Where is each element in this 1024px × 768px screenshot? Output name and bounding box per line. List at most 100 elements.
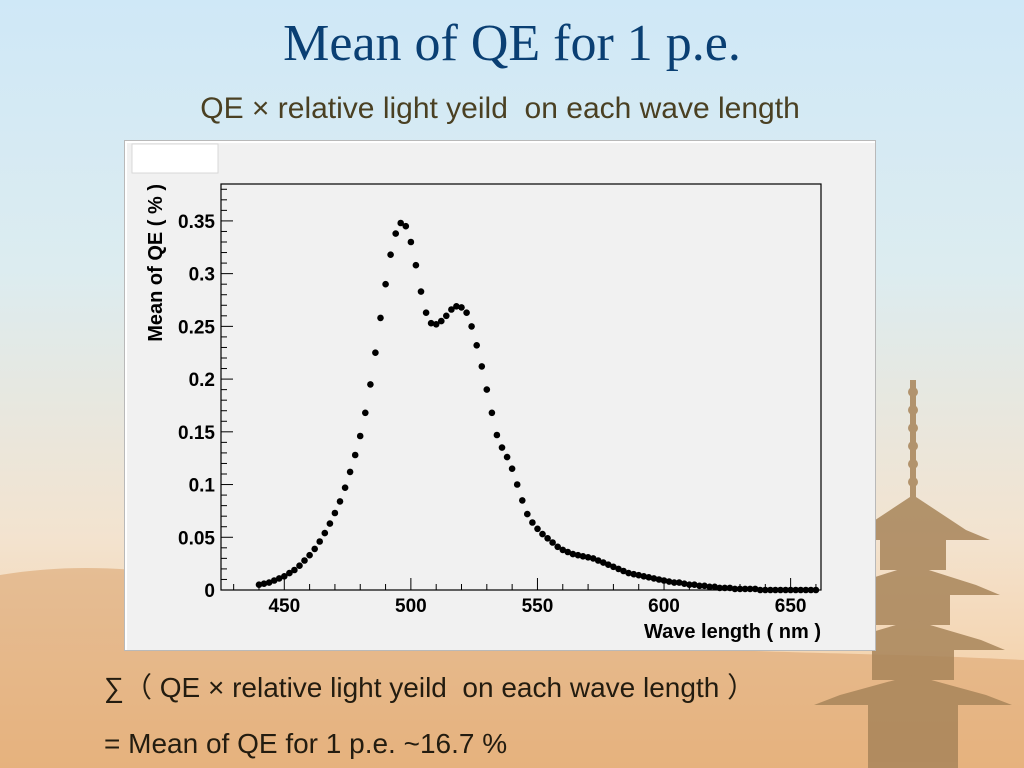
data-point [701, 582, 708, 590]
data-point [397, 219, 405, 227]
data-point [529, 519, 536, 526]
data-point [751, 585, 759, 593]
y-tick-label: 0 [204, 581, 215, 602]
slide-title: Mean of QE for 1 p.e. [283, 15, 741, 72]
data-point [306, 551, 313, 559]
data-point [341, 484, 349, 492]
data-point [356, 432, 364, 440]
data-point [432, 321, 440, 328]
data-point [782, 586, 789, 594]
data-point [736, 585, 744, 593]
data-point [665, 578, 673, 585]
data-point [275, 575, 283, 582]
data-point [544, 535, 551, 542]
y-tick-label: 0.15 [178, 423, 215, 444]
data-point [569, 550, 577, 558]
data-point [392, 230, 400, 237]
data-point [746, 585, 754, 593]
data-point [767, 586, 774, 594]
data-point [513, 481, 521, 488]
data-point [802, 586, 810, 594]
data-point [625, 569, 632, 577]
data-point [797, 586, 804, 594]
result-statement: = Mean of QE for 1 p.e. ~16.7 % [104, 728, 508, 759]
data-point [488, 409, 496, 417]
data-point [458, 304, 465, 311]
data-point [255, 581, 263, 588]
data-point [741, 585, 749, 593]
data-point [777, 586, 784, 594]
x-tick-label: 500 [395, 596, 427, 617]
data-point [417, 288, 425, 295]
data-point [270, 577, 278, 584]
x-tick-label: 600 [648, 596, 680, 617]
data-point [594, 557, 602, 564]
data-point [301, 557, 308, 564]
data-point [438, 317, 445, 325]
y-tick-label: 0.2 [189, 370, 215, 391]
data-point [711, 583, 718, 591]
data-point [478, 363, 486, 370]
y-tick-label: 0.3 [189, 265, 215, 286]
data-point [503, 453, 511, 461]
data-point [508, 465, 516, 473]
x-tick-label: 450 [268, 596, 300, 617]
y-tick-label: 0.05 [178, 528, 215, 549]
data-point [539, 530, 546, 538]
data-point [812, 586, 820, 594]
data-point [792, 586, 799, 594]
data-point [473, 342, 481, 349]
data-point [468, 323, 475, 330]
data-point [443, 312, 450, 320]
data-point [291, 566, 298, 574]
x-tick-labels: 450 500 550 600 650 [268, 596, 806, 617]
data-point [716, 584, 723, 592]
data-point [311, 545, 318, 553]
data-point [453, 303, 460, 310]
y-tick-label: 0.25 [178, 317, 215, 338]
data-point [524, 510, 531, 518]
data-point [655, 576, 663, 583]
data-point [589, 555, 597, 562]
data-point [620, 567, 627, 575]
y-tick-label: 0.1 [189, 476, 216, 497]
data-point [686, 581, 693, 588]
legend-box [131, 143, 219, 174]
data-point [519, 497, 526, 504]
data-point [807, 586, 815, 594]
data-point [630, 570, 637, 578]
data-point [412, 261, 420, 269]
slide-subtitle: QE × relative light yeild on each wave l… [200, 92, 800, 125]
data-point [483, 386, 491, 393]
data-point [675, 579, 683, 586]
data-point [402, 222, 410, 230]
x-axis-title: Wave length ( nm ) [644, 621, 821, 643]
data-point [640, 573, 648, 580]
data-point [382, 280, 389, 288]
data-point [554, 543, 561, 551]
data-point [691, 581, 698, 588]
data-point [564, 548, 572, 556]
data-point [316, 538, 323, 545]
y-tick-labels: 0 0.05 0.1 0.15 0.2 0.25 0.3 0.35 [178, 212, 215, 602]
data-point [260, 580, 268, 587]
data-point [726, 584, 734, 592]
data-point [650, 575, 658, 582]
data-point [296, 562, 303, 569]
data-point [574, 551, 582, 559]
data-point [605, 561, 612, 568]
data-point [336, 498, 344, 505]
data-point [427, 319, 435, 327]
data-point [367, 381, 374, 388]
data-point [286, 569, 293, 577]
data-point [615, 565, 622, 573]
data-point [559, 546, 567, 554]
data-point [772, 586, 779, 594]
data-point [351, 451, 359, 459]
data-point [346, 468, 354, 476]
data-point [706, 583, 713, 591]
x-tick-label: 650 [775, 596, 807, 617]
data-point [670, 579, 678, 586]
data-point [321, 529, 329, 537]
data-point [377, 314, 384, 322]
